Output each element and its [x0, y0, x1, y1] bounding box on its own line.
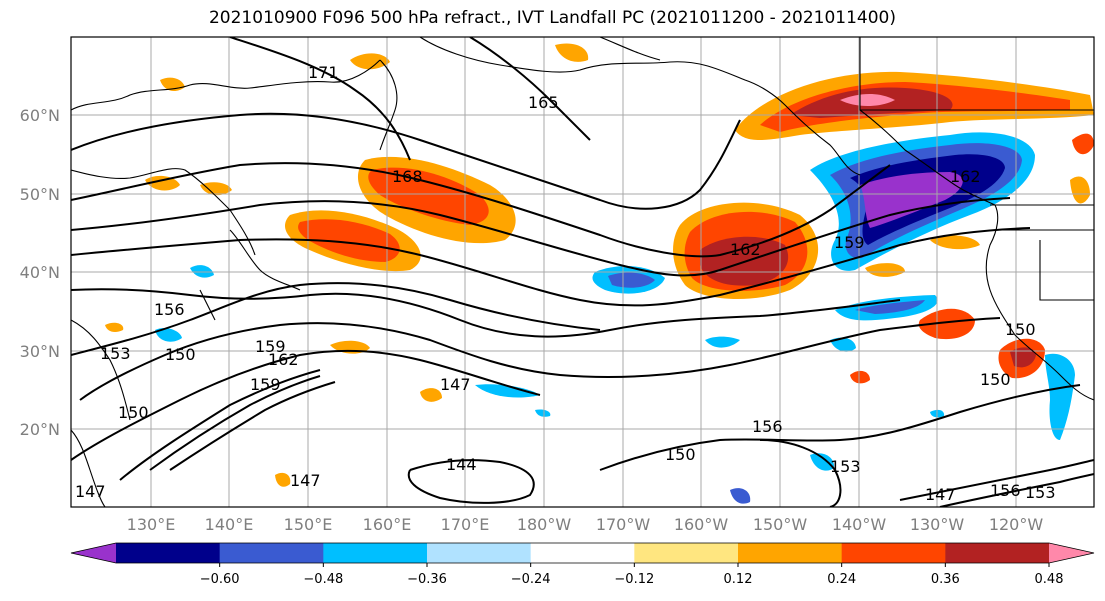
contour-label: 159: [250, 375, 281, 394]
colorbar-segment: [738, 543, 843, 563]
lat-label: 40°N: [20, 263, 60, 282]
refractivity-contours: [71, 37, 1094, 507]
lon-label: 120°W: [989, 515, 1044, 534]
contour-label: 150: [118, 403, 149, 422]
colorbar-segment: [427, 543, 532, 563]
colorbar-segment: [841, 543, 946, 563]
colorbar-tick-label: 0.24: [827, 572, 856, 587]
colorbar-extend-high: [1049, 543, 1094, 563]
lat-label: 50°N: [20, 185, 60, 204]
contour-label: 150: [665, 445, 696, 464]
contour-label: 165: [528, 93, 559, 112]
contour-label: 168: [392, 167, 423, 186]
contour-label: 150: [980, 370, 1011, 389]
map-frame: [70, 36, 1095, 508]
colorbar-tick-label: −0.36: [407, 572, 447, 587]
contour-label: 144: [446, 455, 477, 474]
lon-label: 140°W: [832, 515, 887, 534]
lon-label: 150°W: [753, 515, 808, 534]
contour-label: 153: [830, 457, 861, 476]
colorbar-outline: [70, 542, 1095, 564]
colorbar-tick-label: 0.48: [1035, 572, 1064, 587]
contour-labels: 171 165 168 162 159 162 156 153 150 159 …: [75, 63, 1056, 504]
contour-label: 150: [165, 345, 196, 364]
lon-label: 170°E: [441, 515, 490, 534]
colorbar-tick-label: −0.12: [614, 572, 654, 587]
colorbar-segment: [219, 543, 324, 563]
colorbar-tick-label: 0.36: [931, 572, 960, 587]
lat-label: 30°N: [20, 342, 60, 361]
colorbar-segment: [530, 543, 635, 563]
graticule: [71, 37, 1094, 507]
colorbar-segment: [116, 543, 221, 563]
lon-label: 140°E: [205, 515, 254, 534]
map-title: 2021010900 F096 500 hPa refract., IVT La…: [208, 8, 896, 28]
contour-label: 153: [100, 344, 131, 363]
contour-label: 162: [950, 167, 981, 186]
lon-label: 130°W: [910, 515, 965, 534]
negative-anomaly-fills: [155, 132, 1075, 504]
colorbar-tick-label: −0.48: [303, 572, 343, 587]
lon-label: 160°W: [674, 515, 729, 534]
contour-label: 150: [1005, 320, 1036, 339]
lon-label: 170°W: [596, 515, 651, 534]
contour-label: 147: [925, 485, 956, 504]
contour-label: 162: [268, 350, 299, 369]
colorbar-tick-label: 0.12: [724, 572, 753, 587]
longitude-labels: 130°E 140°E 150°E 160°E 170°E 180°W 170°…: [127, 515, 1044, 534]
colorbar-tick-label: −0.60: [200, 572, 240, 587]
colorbar: −0.60 −0.48 −0.36 −0.24 −0.12 0.12 0.24 0.36 0.4…: [70, 542, 1095, 587]
coastlines: [71, 37, 1094, 507]
contour-label: 147: [75, 482, 106, 501]
contour-label: 171: [308, 63, 339, 82]
colorbar-extend-low: [71, 543, 116, 563]
contour-label: 147: [290, 471, 321, 490]
lon-label: 130°E: [127, 515, 176, 534]
colorbar-segment: [323, 543, 428, 563]
contour-label: 153: [1025, 483, 1056, 502]
contour-label: 159: [255, 337, 286, 356]
colorbar-segment: [945, 543, 1050, 563]
lon-label: 160°E: [363, 515, 412, 534]
latitude-labels: 60°N 50°N 40°N 30°N 20°N: [20, 106, 60, 439]
colorbar-segment: [634, 543, 739, 563]
contour-label: 147: [440, 375, 471, 394]
contour-label: 159: [834, 233, 865, 252]
lat-label: 60°N: [20, 106, 60, 125]
contour-label: 156: [752, 417, 783, 436]
lon-label: 150°E: [284, 515, 333, 534]
contour-label: 162: [730, 240, 761, 259]
contour-label: 156: [154, 300, 185, 319]
colorbar-tick-label: −0.24: [511, 572, 551, 587]
lat-label: 20°N: [20, 420, 60, 439]
contour-label: 156: [990, 481, 1021, 500]
lon-label: 180°W: [517, 515, 572, 534]
map-content: [71, 37, 1094, 507]
